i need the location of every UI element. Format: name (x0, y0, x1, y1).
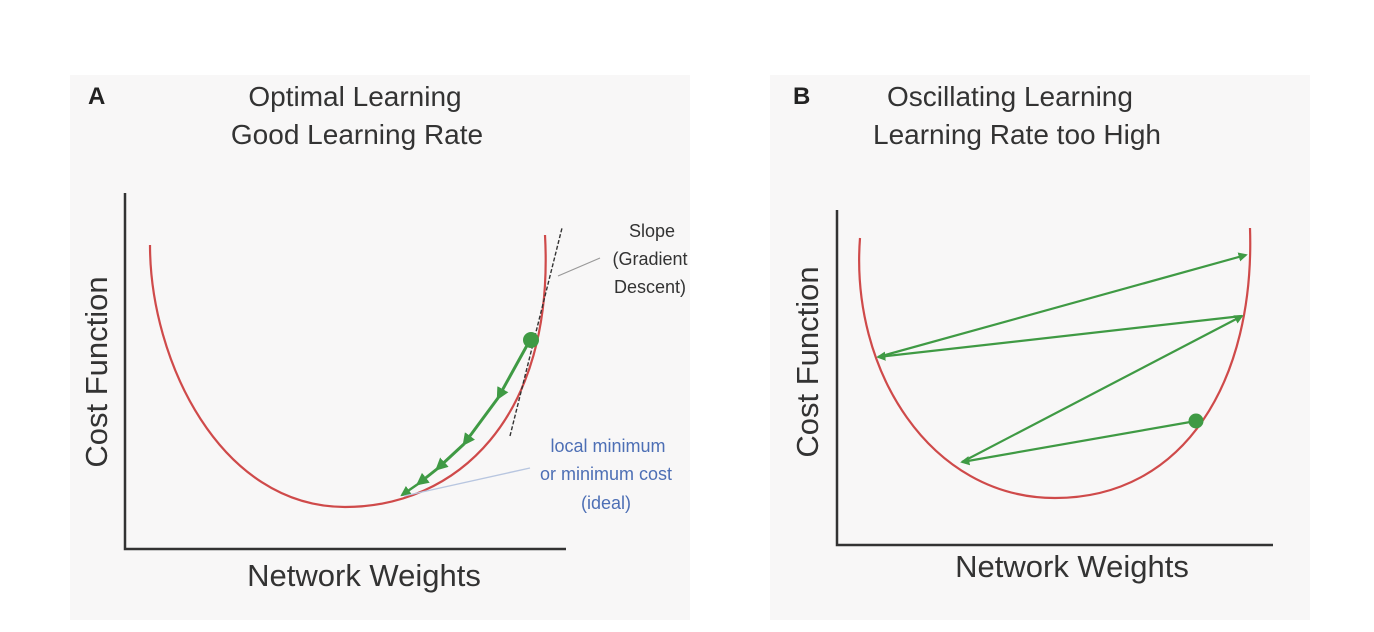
panel-a-letter: A (88, 83, 105, 110)
panel-b-x-axis-label: Network Weights (955, 549, 1189, 584)
panel-b-title-line1: Oscillating Learning (887, 81, 1133, 112)
panel-a-descent-step-5 (400, 482, 419, 497)
panel-b-title-line2: Learning Rate too High (873, 119, 1161, 150)
panel-a-descent-step-4 (416, 467, 438, 486)
panel-a-x-axis-label: Network Weights (247, 558, 481, 593)
panel-a-y-axis-label: Cost Function (79, 276, 114, 467)
panel-a-background (70, 75, 690, 620)
panel-a-slope-note-line2: (Gradient (612, 249, 687, 269)
panel-a-minimum-note-line1: local minimum (550, 436, 665, 456)
panel-a-title-line1: Optimal Learning (248, 81, 461, 112)
panel-a-cost-curve (148, 234, 547, 509)
panel-a-minimum-leader (403, 467, 531, 497)
panel-a-slope-note-line3: Descent) (614, 277, 686, 297)
panel-a: A Optimal Learning Good Learning Rate Co… (79, 81, 688, 593)
panel-b-start-point (1188, 413, 1204, 429)
panel-b-axes (835, 210, 1273, 547)
panel-a-start-point (523, 332, 539, 348)
panel-b-background (770, 75, 1310, 620)
panel-b-oscillation-step-2 (961, 315, 1244, 463)
panel-a-descent-step-3 (435, 442, 466, 471)
panel-b-oscillation-step-3 (876, 314, 1243, 361)
panel-a-slope-leader (557, 257, 601, 277)
panel-b-letter: B (793, 83, 810, 110)
panel-a-axes (123, 193, 566, 551)
panel-b-oscillation-step-1 (960, 419, 1197, 466)
panel-a-descent-step-2 (462, 397, 500, 447)
panel-a-minimum-note-line2: or minimum cost (540, 464, 672, 484)
panel-b-y-axis-label: Cost Function (790, 266, 825, 457)
panel-b: B Oscillating Learning Learning Rate too… (790, 81, 1273, 584)
panel-a-slope-note-line1: Slope (629, 221, 675, 241)
panel-a-descent-step-1 (496, 339, 532, 401)
panel-b-oscillation-step-4 (877, 252, 1248, 359)
panel-a-title-line2: Good Learning Rate (231, 119, 483, 150)
panel-a-minimum-note-line3: (ideal) (581, 493, 631, 513)
